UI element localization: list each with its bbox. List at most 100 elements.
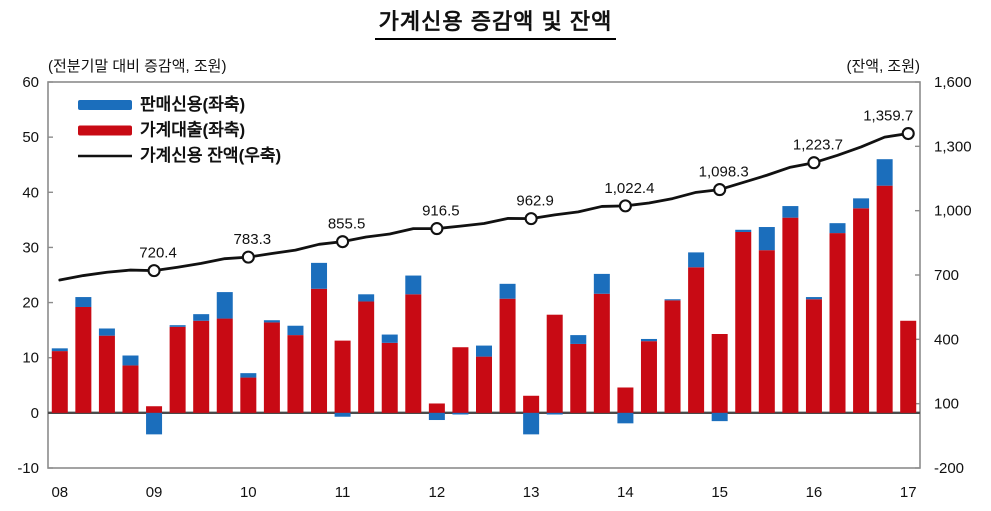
right-axis-tick-label: 1,300 bbox=[934, 138, 972, 155]
bar-sales-credit bbox=[146, 412, 163, 435]
bar-sales-credit bbox=[664, 299, 681, 301]
right-axis-tick-label: 1,000 bbox=[934, 203, 972, 220]
bar-sales-credit bbox=[570, 335, 587, 344]
bar-household-loan bbox=[428, 403, 445, 413]
bar-sales-credit bbox=[381, 334, 398, 343]
bar-household-loan bbox=[169, 326, 186, 413]
balance-marker bbox=[336, 235, 350, 249]
bar-sales-credit bbox=[523, 412, 540, 435]
bar-household-loan bbox=[334, 340, 351, 413]
bar-sales-credit bbox=[876, 159, 893, 186]
left-axis-tick-label: 60 bbox=[22, 74, 39, 91]
x-axis-year-label: 12 bbox=[429, 484, 446, 501]
x-axis-year-label: 10 bbox=[240, 484, 257, 501]
bar-sales-credit bbox=[405, 275, 422, 295]
bar-sales-credit bbox=[358, 294, 375, 302]
bar-sales-credit bbox=[428, 412, 445, 421]
bar-sales-credit bbox=[452, 412, 469, 415]
bar-sales-credit bbox=[263, 320, 280, 323]
left-axis-caption: (전분기말 대비 증감액, 조원) bbox=[48, 58, 227, 75]
bar-sales-credit bbox=[51, 348, 68, 352]
bar-sales-credit bbox=[193, 314, 210, 321]
bar-sales-credit bbox=[216, 292, 233, 319]
left-axis-tick-label: -10 bbox=[17, 460, 39, 477]
bar-household-loan bbox=[664, 300, 681, 413]
bar-household-loan bbox=[546, 314, 563, 413]
bar-household-loan bbox=[98, 335, 115, 413]
balance-marker bbox=[618, 199, 632, 213]
bar-household-loan bbox=[216, 318, 233, 413]
bar-sales-credit bbox=[311, 262, 328, 289]
bar-sales-credit bbox=[169, 325, 186, 327]
bar-sales-credit bbox=[287, 325, 304, 336]
x-axis-year-label: 16 bbox=[806, 484, 823, 501]
bar-household-loan bbox=[311, 288, 328, 413]
bar-household-loan bbox=[735, 231, 752, 413]
chart-title-row: 가계신용 증감액 및 잔액 bbox=[0, 4, 991, 40]
bar-household-loan bbox=[146, 406, 163, 413]
bar-household-loan bbox=[853, 208, 870, 413]
x-axis-year-label: 17 bbox=[900, 484, 917, 501]
bar-sales-credit bbox=[98, 328, 115, 336]
bar-household-loan bbox=[476, 356, 492, 413]
bar-household-loan bbox=[263, 322, 280, 413]
x-axis-year-label: 09 bbox=[146, 484, 163, 501]
x-axis-year-label: 15 bbox=[711, 484, 728, 501]
left-axis-tick-label: 10 bbox=[22, 350, 39, 367]
bar-household-loan bbox=[711, 334, 728, 413]
bar-household-loan bbox=[193, 320, 210, 413]
right-axis-tick-label: 400 bbox=[934, 331, 959, 348]
bar-sales-credit bbox=[805, 297, 822, 300]
bar-household-loan bbox=[876, 185, 893, 413]
right-axis-tick-label: 1,600 bbox=[934, 74, 972, 91]
bar-sales-credit bbox=[853, 198, 870, 209]
balance-marker bbox=[807, 156, 821, 170]
x-axis-year-label: 08 bbox=[51, 484, 68, 501]
bar-sales-credit bbox=[476, 345, 492, 357]
bar-sales-credit bbox=[711, 412, 728, 422]
bar-household-loan bbox=[51, 351, 68, 413]
bar-household-loan bbox=[758, 250, 775, 413]
right-axis-tick-label: 700 bbox=[934, 267, 959, 284]
bar-sales-credit bbox=[499, 283, 516, 299]
balance-value-label: 1,223.7 bbox=[793, 137, 843, 154]
balance-value-label: 855.5 bbox=[328, 216, 366, 233]
bar-household-loan bbox=[381, 342, 398, 413]
bar-sales-credit bbox=[640, 338, 657, 342]
bar-household-loan bbox=[122, 365, 139, 413]
bar-sales-credit bbox=[334, 412, 351, 417]
left-axis-tick-label: 40 bbox=[22, 184, 39, 201]
balance-marker bbox=[147, 264, 161, 278]
balance-value-label: 720.4 bbox=[139, 245, 177, 262]
left-axis-tick-label: 20 bbox=[22, 295, 39, 312]
legend-swatch-household-loan bbox=[78, 125, 132, 136]
bar-household-loan bbox=[805, 299, 822, 413]
x-axis-year-label: 11 bbox=[335, 484, 351, 501]
bar-sales-credit bbox=[829, 223, 846, 234]
bar-household-loan bbox=[900, 320, 917, 413]
balance-marker bbox=[524, 212, 538, 226]
balance-value-label: 1,022.4 bbox=[604, 180, 654, 197]
balance-value-label: 962.9 bbox=[516, 193, 554, 210]
bar-household-loan bbox=[240, 377, 257, 413]
bar-household-loan bbox=[617, 387, 634, 413]
balance-value-label: 783.3 bbox=[234, 231, 272, 248]
bar-sales-credit bbox=[617, 412, 634, 424]
right-axis-tick-label: -200 bbox=[934, 460, 964, 477]
bar-household-loan bbox=[523, 395, 540, 413]
balance-value-label: 1,359.7 bbox=[863, 108, 913, 125]
bar-sales-credit bbox=[240, 373, 257, 378]
bar-household-loan bbox=[593, 293, 610, 413]
bar-sales-credit bbox=[782, 206, 799, 218]
bar-sales-credit bbox=[75, 297, 92, 307]
legend-label: 판매신용(좌축) bbox=[140, 95, 245, 114]
chart-title: 가계신용 증감액 및 잔액 bbox=[374, 4, 617, 40]
x-axis-year-label: 14 bbox=[617, 484, 634, 501]
left-axis-tick-label: 50 bbox=[22, 129, 39, 146]
legend-swatch-sales-credit bbox=[78, 100, 132, 110]
bar-sales-credit bbox=[122, 355, 139, 366]
bar-household-loan bbox=[75, 306, 92, 413]
balance-line bbox=[58, 132, 910, 282]
legend-label: 가계신용 잔액(우축) bbox=[140, 146, 281, 165]
